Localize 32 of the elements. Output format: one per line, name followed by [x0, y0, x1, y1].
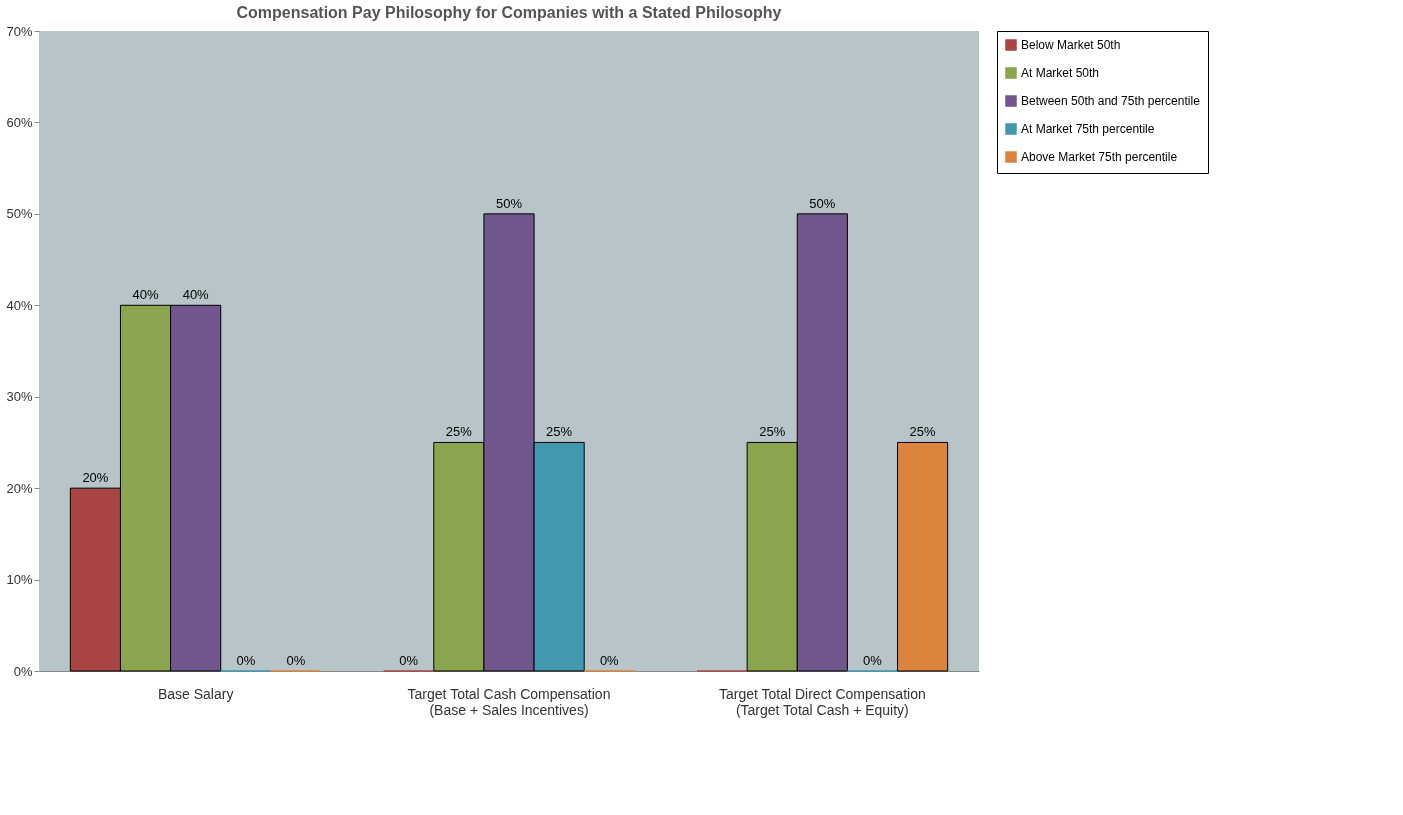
x-tick-label: Target Total Cash Compensation (Base + Sales Incentives) [407, 685, 611, 718]
legend-label: Between 50th and 75th percentile [1021, 94, 1201, 108]
data-label: 40% [182, 287, 210, 303]
y-tick-label: 20% [6, 480, 33, 496]
data-label: 0% [236, 653, 256, 668]
legend-label: At Market 50th [1021, 66, 1100, 80]
legend-label: Above Market 75th percentile [1021, 150, 1178, 164]
x-tick-label: Target Total Direct Compensation (Target Total Cash + Equity) [718, 685, 926, 718]
data-label: 50% [809, 195, 836, 211]
y-tick-label: 0% [13, 663, 33, 679]
y-tick-label: 50% [6, 206, 33, 222]
y-tick-label: 30% [6, 389, 33, 405]
data-label: 25% [909, 424, 937, 440]
data-label: 50% [495, 195, 523, 211]
data-label: 0% [599, 653, 620, 668]
legend-label: At Market 75th percentile [1021, 122, 1155, 136]
data-label: 0% [863, 653, 883, 668]
data-label: 0% [399, 653, 419, 668]
y-tick-label: 70% [6, 23, 33, 39]
y-tick-label: 40% [6, 297, 33, 313]
y-tick-label: 10% [6, 572, 33, 588]
x-tick-label: Base Salary [157, 685, 234, 702]
data-label: 25% [445, 424, 473, 440]
legend-label: Below Market 50th [1021, 38, 1121, 52]
data-label: 25% [546, 424, 573, 440]
chart-title: Compensation Pay Philosophy for Companies with a Stated Philosophy [236, 4, 782, 21]
data-label: 20% [82, 470, 109, 486]
data-label: 0% [286, 653, 306, 668]
y-tick-label: 60% [6, 114, 33, 130]
data-label: 40% [132, 287, 159, 303]
bar [897, 441, 949, 672]
data-label: 25% [759, 424, 786, 440]
